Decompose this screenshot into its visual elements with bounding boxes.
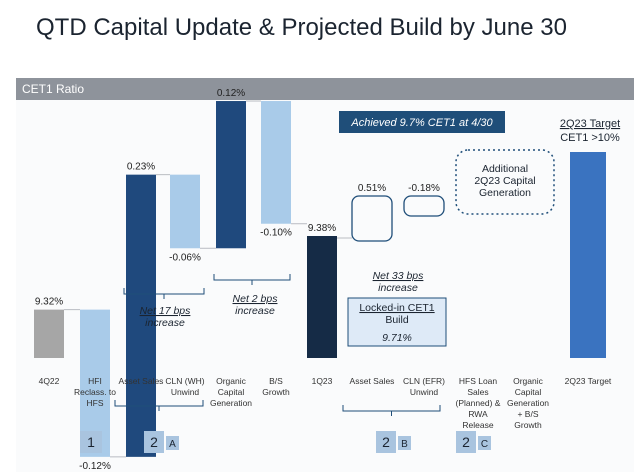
achieved-banner bbox=[339, 111, 505, 133]
category-label: B/S bbox=[269, 376, 283, 386]
net-bracket bbox=[213, 274, 291, 285]
group-number-box bbox=[376, 431, 396, 453]
group-number: 1 bbox=[87, 434, 95, 450]
panel-header-label: CET1 Ratio bbox=[22, 82, 85, 96]
group-number-box bbox=[144, 431, 164, 453]
bar-value-label: 0.23% bbox=[127, 162, 155, 173]
category-label: HFS bbox=[87, 398, 104, 408]
category-label: Asset Sales bbox=[119, 376, 164, 386]
group-bracket bbox=[114, 400, 204, 411]
bar-value-label: -0.10% bbox=[260, 228, 292, 239]
net-note: increase bbox=[145, 317, 185, 329]
bar-6 bbox=[307, 236, 337, 358]
group-letter-box bbox=[478, 436, 491, 450]
category-label: Growth bbox=[262, 387, 290, 397]
additional-capital-label: 2Q23 Capital bbox=[474, 175, 535, 187]
category-label: HFS Loan bbox=[459, 376, 498, 386]
locked-in-box bbox=[347, 297, 447, 347]
bar-value-label: -0.18% bbox=[408, 183, 440, 194]
net-note: increase bbox=[378, 282, 418, 294]
additional-capital-box bbox=[455, 149, 555, 215]
target-value: CET1 >10% bbox=[560, 132, 620, 144]
category-label: (Planned) & bbox=[456, 398, 501, 408]
category-label: Capital bbox=[515, 387, 542, 397]
group-number-box bbox=[456, 431, 476, 453]
net-note: Net 2 bps bbox=[233, 293, 279, 305]
group-number: 2 bbox=[382, 434, 390, 450]
category-label: + B/S bbox=[517, 409, 538, 419]
category-label: Organic bbox=[216, 376, 247, 386]
panel-header: CET1 Ratio bbox=[16, 78, 634, 100]
bar-4 bbox=[216, 101, 246, 249]
category-label: Organic bbox=[513, 376, 544, 386]
locked-in-label: Locked-in CET1 bbox=[359, 302, 434, 314]
group-letter-box bbox=[398, 436, 411, 450]
group-number: 2 bbox=[150, 434, 158, 450]
locked-in-value: 9.71% bbox=[382, 332, 412, 344]
category-label: Generation bbox=[507, 398, 549, 408]
category-label: Release bbox=[462, 420, 493, 430]
target-label: 2Q23 Target bbox=[560, 118, 620, 130]
bar-value-label: 9.32% bbox=[35, 297, 63, 308]
category-label: Growth bbox=[514, 420, 542, 430]
bar-3 bbox=[170, 174, 200, 249]
category-label: CLN (WH) bbox=[165, 376, 204, 386]
category-label: Generation bbox=[210, 398, 252, 408]
bar-value-label: 0.12% bbox=[217, 88, 245, 99]
category-label: CLN (EFR) bbox=[403, 376, 445, 386]
page-title: QTD Capital Update & Projected Build by … bbox=[36, 14, 567, 41]
category-label: 2Q23 Target bbox=[565, 376, 612, 386]
net-note: Net 33 bps bbox=[373, 270, 425, 282]
bar-5 bbox=[261, 101, 291, 224]
category-label: RWA bbox=[468, 409, 488, 419]
group-number-box bbox=[80, 431, 102, 453]
category-label: HFI bbox=[88, 376, 102, 386]
group-bracket bbox=[342, 405, 441, 416]
group-letter: C bbox=[481, 439, 488, 450]
category-label: Sales bbox=[467, 387, 488, 397]
projected-bar-7 bbox=[351, 195, 393, 242]
category-label: Asset Sales bbox=[350, 376, 395, 386]
group-number: 2 bbox=[462, 434, 470, 450]
achieved-banner-text: Achieved 9.7% CET1 at 4/30 bbox=[350, 117, 493, 129]
bar-11 bbox=[570, 152, 606, 358]
category-label: Capital bbox=[218, 387, 245, 397]
group-letter: B bbox=[401, 439, 408, 450]
bar-value-label: -0.12% bbox=[79, 461, 111, 472]
category-label: Unwind bbox=[171, 387, 200, 397]
bar-value-label: 9.38% bbox=[308, 223, 336, 234]
projected-bar-8 bbox=[403, 195, 445, 217]
bar-value-label: -0.06% bbox=[169, 252, 201, 263]
category-label: Unwind bbox=[410, 387, 439, 397]
bar-value-label: 0.51% bbox=[358, 183, 386, 194]
bar-2 bbox=[126, 174, 156, 457]
group-letter-box bbox=[166, 436, 179, 450]
net-note: increase bbox=[235, 305, 275, 317]
category-label: Reclass. to bbox=[74, 387, 116, 397]
net-note: Net 17 bps bbox=[140, 305, 192, 317]
group-letter: A bbox=[169, 439, 176, 450]
additional-capital-label: Additional bbox=[482, 163, 528, 175]
locked-in-label: Build bbox=[385, 314, 409, 326]
category-label: 4Q22 bbox=[39, 376, 60, 386]
net-bracket bbox=[123, 288, 205, 299]
category-label: 1Q23 bbox=[312, 376, 333, 386]
bar-0 bbox=[34, 309, 64, 358]
additional-capital-label: Generation bbox=[479, 187, 531, 199]
